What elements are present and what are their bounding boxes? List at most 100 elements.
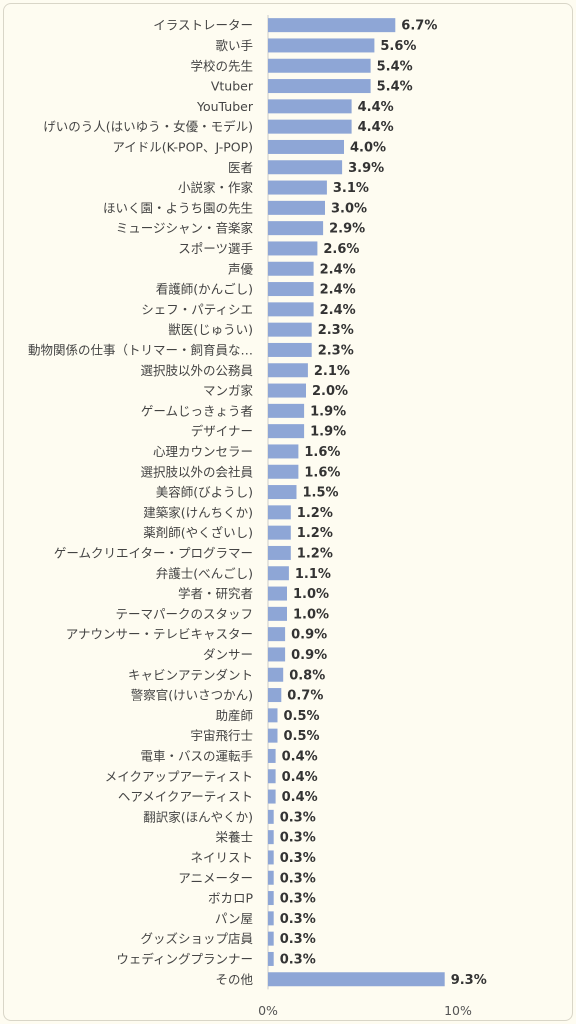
bar <box>268 870 274 885</box>
bar <box>268 99 352 114</box>
category-label: 選択肢以外の公務員 <box>140 363 253 378</box>
data-label: 2.6% <box>323 242 359 257</box>
category-label: 栄養士 <box>215 830 253 845</box>
data-label: 6.7% <box>401 19 437 34</box>
bar <box>268 505 291 520</box>
category-label: 医者 <box>228 160 253 175</box>
bar <box>268 302 314 317</box>
bar <box>268 221 324 236</box>
data-label: 2.4% <box>320 262 356 277</box>
data-label: 0.4% <box>282 790 318 805</box>
bar <box>268 809 274 824</box>
category-label: ゲームクリエイター・プログラマー <box>54 545 253 560</box>
category-label: パン屋 <box>215 911 253 926</box>
category-label: アナウンサー・テレビキャスター <box>66 627 253 642</box>
data-label: 2.1% <box>314 364 350 379</box>
data-label: 1.9% <box>310 404 346 419</box>
bar <box>268 911 274 926</box>
bar <box>268 444 299 459</box>
data-label: 1.6% <box>304 465 340 480</box>
category-label: 電車・バスの運転手 <box>140 748 253 763</box>
bar <box>268 282 314 297</box>
category-label: マンガ家 <box>203 383 254 398</box>
bar <box>268 383 306 398</box>
data-label: 4.4% <box>358 120 394 135</box>
data-label: 0.3% <box>280 831 316 846</box>
bar <box>268 119 352 134</box>
category-label: ウェディングプランナー <box>116 951 253 966</box>
data-label: 5.6% <box>380 39 416 54</box>
bar <box>268 139 344 154</box>
bar <box>268 18 396 33</box>
bar <box>268 180 327 195</box>
data-label: 1.9% <box>310 425 346 440</box>
category-label: ダンサー <box>203 647 253 662</box>
bar <box>268 951 274 966</box>
category-label: メイクアップアーティスト <box>105 769 253 784</box>
category-label: 薬剤師(やくざいし) <box>143 525 253 540</box>
bar <box>268 525 291 540</box>
bar <box>268 322 312 337</box>
category-label: 警察官(けいさつかん) <box>131 688 253 703</box>
data-label: 1.6% <box>304 445 340 460</box>
bar <box>268 830 274 845</box>
category-label: 獣医(じゅうい) <box>168 322 253 337</box>
bar <box>268 891 274 906</box>
data-label: 5.4% <box>377 59 413 74</box>
data-label: 0.4% <box>282 770 318 785</box>
category-label: 看護師(かんごし) <box>156 282 253 297</box>
category-label: ゲームじっきょう者 <box>141 403 253 418</box>
category-label: シェフ・パティシエ <box>141 302 253 317</box>
data-label: 2.3% <box>318 343 354 358</box>
category-label: 歌い手 <box>215 38 253 53</box>
bar <box>268 769 276 784</box>
data-label: 2.0% <box>312 384 348 399</box>
category-label: その他 <box>215 972 253 987</box>
data-label: 2.3% <box>318 323 354 338</box>
bar <box>268 403 305 418</box>
category-label: 選択肢以外の会社員 <box>140 464 253 479</box>
bar <box>268 342 312 357</box>
bar <box>268 667 284 682</box>
bar <box>268 485 297 500</box>
bar <box>268 606 287 621</box>
data-label: 0.9% <box>291 628 327 643</box>
data-label: 1.2% <box>297 546 333 561</box>
data-label: 1.1% <box>295 567 331 582</box>
bar <box>268 931 274 946</box>
bar <box>268 627 286 642</box>
data-label: 4.0% <box>350 140 386 155</box>
data-label: 5.4% <box>377 80 413 95</box>
bar <box>268 363 308 378</box>
category-label: ヘアメイクアーティスト <box>118 789 253 804</box>
category-label: 声優 <box>228 261 254 276</box>
category-label: デザイナー <box>191 424 253 439</box>
data-label: 0.9% <box>291 648 327 663</box>
bar <box>268 58 371 73</box>
category-label: ボカロP <box>208 891 254 906</box>
category-label: 弁護士(べんごし) <box>156 566 253 581</box>
data-label: 0.3% <box>280 851 316 866</box>
data-label: 4.4% <box>358 100 394 115</box>
bar <box>268 708 278 723</box>
category-label: 心理カウンセラー <box>153 444 253 459</box>
data-label: 1.0% <box>293 587 329 602</box>
data-label: 2.4% <box>320 303 356 318</box>
category-label: テーマパークのスタッフ <box>115 606 253 621</box>
category-label: イラストレーター <box>153 18 253 33</box>
category-label: ネイリスト <box>190 850 253 865</box>
data-label: 0.3% <box>280 810 316 825</box>
category-label: アイドル(K-POP、J-POP) <box>112 139 253 154</box>
category-label: グッズショップ店員 <box>140 931 253 946</box>
x-tick-label: 10% <box>444 1003 472 1018</box>
category-label: 宇宙飛行士 <box>190 728 253 743</box>
bar <box>268 261 314 276</box>
bar <box>268 586 287 601</box>
category-label: 翻訳家(ほんやくか) <box>143 809 253 824</box>
data-label: 0.3% <box>280 871 316 886</box>
bar <box>268 200 325 215</box>
bar <box>268 688 282 703</box>
bar <box>268 748 276 763</box>
data-label: 3.1% <box>333 181 369 196</box>
